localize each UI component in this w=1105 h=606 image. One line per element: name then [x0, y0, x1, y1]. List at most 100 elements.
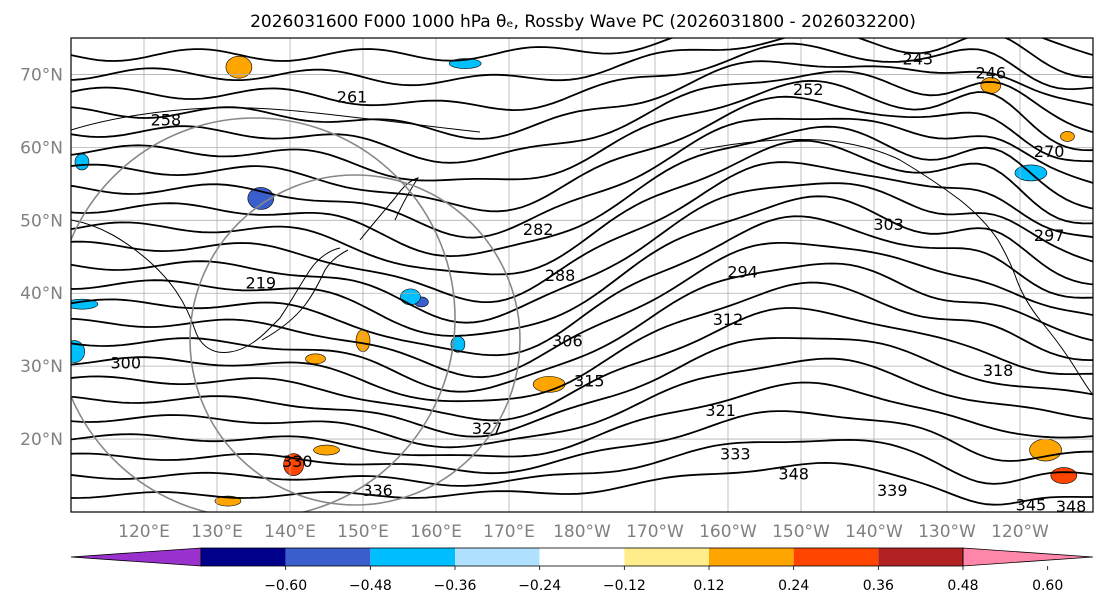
contour-label: 327: [472, 419, 503, 438]
contour-label: 333: [720, 445, 751, 464]
colorbar-tick-label: −0.36: [434, 578, 477, 594]
colorbar-tick-label: −0.24: [518, 578, 561, 594]
coastline-kamchatka: [359, 177, 420, 241]
map-frame: [70, 37, 1094, 513]
colorbar-tick-label: −0.12: [603, 578, 646, 594]
shaded-region: [313, 444, 340, 456]
theta-e-contour: [71, 381, 1093, 458]
theta-e-contour: [71, 42, 1093, 112]
contour-label: 270: [1034, 142, 1065, 161]
theta-e-contour: [71, 461, 1093, 506]
lat-tick-label: 70°N: [20, 65, 63, 85]
graticule: [71, 38, 1093, 512]
lon-tick-label: 150°E: [337, 522, 389, 542]
colorbar-segment: [539, 548, 625, 566]
theta-e-contour: [71, 410, 1093, 475]
theta-e-contour: [71, 438, 1093, 487]
contour-label: 252: [793, 80, 824, 99]
theta-e-contour: [71, 161, 1093, 303]
theta-e-contour: [71, 60, 1093, 140]
contour-label: 288: [545, 266, 576, 285]
colorbar-extend-high: [962, 547, 1094, 567]
theta-e-contour: [71, 139, 1093, 276]
lon-tick-label: 160°E: [410, 522, 462, 542]
contour-label: 318: [983, 361, 1014, 380]
theta-e-contour: [71, 242, 1093, 379]
reference-circle-west: [71, 117, 456, 512]
contour-label: 336: [362, 481, 393, 500]
colorbar-tick-label: −0.48: [349, 578, 392, 594]
theta-e-contour: [71, 182, 1093, 324]
longitude-tick-labels: 120°E 130°E 140°E 150°E 160°E 170°E 180°W 170°W…: [118, 522, 1049, 542]
theta-e-contour: [71, 70, 1093, 164]
contour-label: 315: [574, 372, 605, 391]
lon-tick-label: 180°W: [553, 522, 611, 542]
colorbar-segment: [455, 548, 540, 566]
shaded-region: [225, 55, 253, 79]
reference-circle-center: [189, 174, 521, 506]
contour-label: 321: [705, 401, 736, 420]
colorbar-tick-label: 0.36: [863, 578, 894, 594]
contour-label: 219: [246, 273, 277, 292]
colorbar-tick-label: −0.60: [264, 578, 307, 594]
lon-tick-label: 120°E: [118, 522, 170, 542]
colorbar-segment: [201, 548, 286, 566]
theta-e-contour: [71, 307, 1093, 422]
colorbar-tick-label: 0.48: [947, 578, 978, 594]
contour-label: 258: [151, 111, 182, 130]
latitude-tick-labels: 70°N 60°N 50°N 40°N 30°N 20°N: [20, 65, 63, 450]
lon-tick-label: 130°W: [918, 522, 976, 542]
lon-tick-label: 160°W: [699, 522, 757, 542]
contour-label: 300: [110, 354, 141, 373]
lat-tick-label: 50°N: [20, 211, 63, 231]
contour-label: 348: [778, 464, 809, 483]
shaded-region: [1060, 131, 1075, 142]
lon-tick-label: 130°E: [191, 522, 243, 542]
theta-e-contour: [71, 38, 1093, 62]
shaded-region: [74, 153, 90, 171]
theta-e-contour: [71, 215, 1093, 357]
lon-tick-label: 150°W: [772, 522, 830, 542]
contour-label: 261: [337, 87, 368, 106]
contour-label: 297: [1034, 226, 1065, 245]
contour-label: 330: [282, 452, 313, 471]
coastline-east-asia: [71, 219, 341, 354]
theta-e-contour: [71, 125, 1093, 258]
map-title: 2026031600 F000 1000 hPa θₑ, Rossby Wave…: [250, 12, 916, 32]
map-panel: 243 246 252 261 258 282 288 294 303 312 306 315 321 3…: [20, 37, 1094, 542]
lon-tick-label: 170°E: [483, 522, 535, 542]
contour-label: 303: [873, 215, 904, 234]
theta-e-contour: [71, 262, 1093, 393]
coastline-alaska: [699, 138, 1016, 276]
shaded-region: [1050, 467, 1078, 484]
theta-e-contour: [71, 79, 1093, 182]
lat-tick-label: 40°N: [20, 284, 63, 304]
shaded-region: [71, 340, 85, 363]
contour-label: 282: [523, 220, 554, 239]
lat-tick-label: 60°N: [20, 138, 63, 158]
lon-tick-label: 140°E: [264, 522, 316, 542]
colorbar-frame: [200, 547, 964, 567]
contour-label: 294: [727, 262, 758, 281]
colorbar-segment: [878, 548, 963, 566]
colorbar-tick-label: 0.12: [693, 578, 724, 594]
colorbar-extend-low: [70, 547, 202, 567]
lat-tick-label: 20°N: [20, 430, 63, 450]
theta-e-contour: [71, 281, 1093, 403]
lon-tick-label: 140°W: [845, 522, 903, 542]
contour-labels: 243 246 252 261 258 282 288 294 303 312 306 315 321 3…: [110, 49, 1086, 515]
shaded-region: [305, 353, 326, 365]
theta-e-contours: [71, 38, 1093, 506]
colorbar-segment: [624, 548, 709, 566]
colorbar-segment: [793, 548, 879, 566]
contour-label: 243: [903, 49, 934, 68]
theta-e-contour: [71, 357, 1093, 449]
shaded-region: [400, 288, 421, 306]
contour-label: 246: [976, 63, 1007, 82]
colorbar-segment: [285, 548, 371, 566]
contour-label: 345: [1016, 496, 1047, 515]
colorbar: −0.60 −0.48 −0.36 −0.24 −0.12 0.12 0.24 0.36 0.4…: [70, 547, 1094, 594]
colorbar-tick-label: 0.60: [1032, 578, 1063, 594]
lon-tick-label: 120°W: [991, 522, 1049, 542]
